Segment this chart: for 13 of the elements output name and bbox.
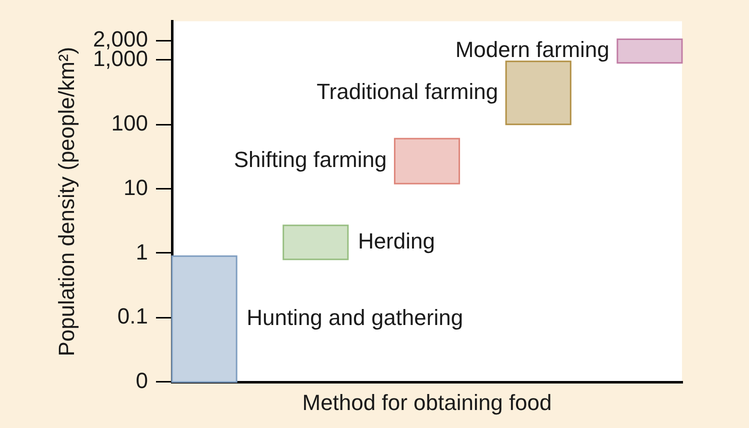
x-axis-title: Method for obtaining food: [302, 390, 552, 416]
y-tick-label: 100: [111, 110, 148, 136]
y-tick-label: 0.1: [117, 304, 148, 329]
series-label: Traditional farming: [316, 78, 498, 104]
y-tick-label: 1: [136, 239, 148, 264]
y-tick-label: 0: [136, 368, 148, 394]
y-tick-label: 2,000: [92, 26, 148, 52]
series-label: Shifting farming: [234, 147, 387, 172]
y-tick-label: 10: [124, 174, 148, 200]
y-axis-title: Population density (people/km²): [54, 46, 80, 356]
series-label: Herding: [358, 228, 435, 254]
series-label: Modern farming: [455, 37, 610, 62]
series-label: Hunting and gathering: [246, 305, 464, 330]
